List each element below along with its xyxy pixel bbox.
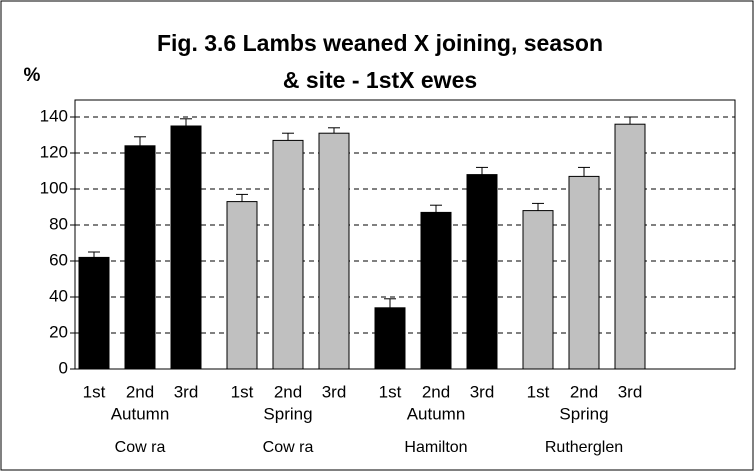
bar: [568, 175, 600, 370]
bar: [522, 210, 554, 370]
y-tick-label: 120: [40, 142, 68, 161]
group-season-label: Spring: [263, 404, 312, 423]
y-tick-label: 40: [49, 286, 68, 305]
bar: [272, 139, 304, 370]
bar: [170, 125, 202, 370]
y-tick-label: 20: [49, 322, 68, 341]
y-tick-label: 100: [40, 178, 68, 197]
y-tick-label: 140: [40, 106, 68, 125]
y-tick-label: 80: [49, 214, 68, 233]
x-tick-label: 3rd: [174, 382, 199, 401]
bar: [420, 211, 452, 370]
x-tick-label: 1st: [379, 382, 402, 401]
bar: [78, 256, 110, 370]
bar: [374, 307, 406, 370]
x-tick-label: 2nd: [126, 382, 154, 401]
group-season-label: Autumn: [111, 404, 170, 423]
bar: [614, 123, 646, 370]
y-tick-label: 60: [49, 250, 68, 269]
group-site-label: Cow ra: [115, 439, 166, 456]
bar: [318, 132, 350, 370]
group-site-label: Cow ra: [263, 439, 314, 456]
x-tick-label: 1st: [527, 382, 550, 401]
y-tick-label: 0: [59, 358, 68, 377]
x-tick-label: 2nd: [570, 382, 598, 401]
x-tick-label: 2nd: [422, 382, 450, 401]
x-tick-label: 3rd: [470, 382, 495, 401]
group-season-label: Spring: [559, 404, 608, 423]
bar: [466, 174, 498, 370]
chart-title: & site - 1stX ewes: [283, 67, 477, 93]
x-tick-label: 1st: [83, 382, 106, 401]
x-tick-label: 3rd: [322, 382, 347, 401]
bar: [226, 201, 258, 370]
x-tick-label: 3rd: [618, 382, 643, 401]
bar: [124, 145, 156, 370]
x-tick-label: 2nd: [274, 382, 302, 401]
group-site-label: Hamilton: [404, 439, 467, 456]
chart-title: Fig. 3.6 Lambs weaned X joining, season: [157, 30, 603, 56]
group-season-label: Autumn: [407, 404, 466, 423]
x-tick-label: 1st: [231, 382, 254, 401]
y-axis-label: %: [24, 65, 41, 86]
group-site-label: Rutherglen: [545, 439, 623, 456]
